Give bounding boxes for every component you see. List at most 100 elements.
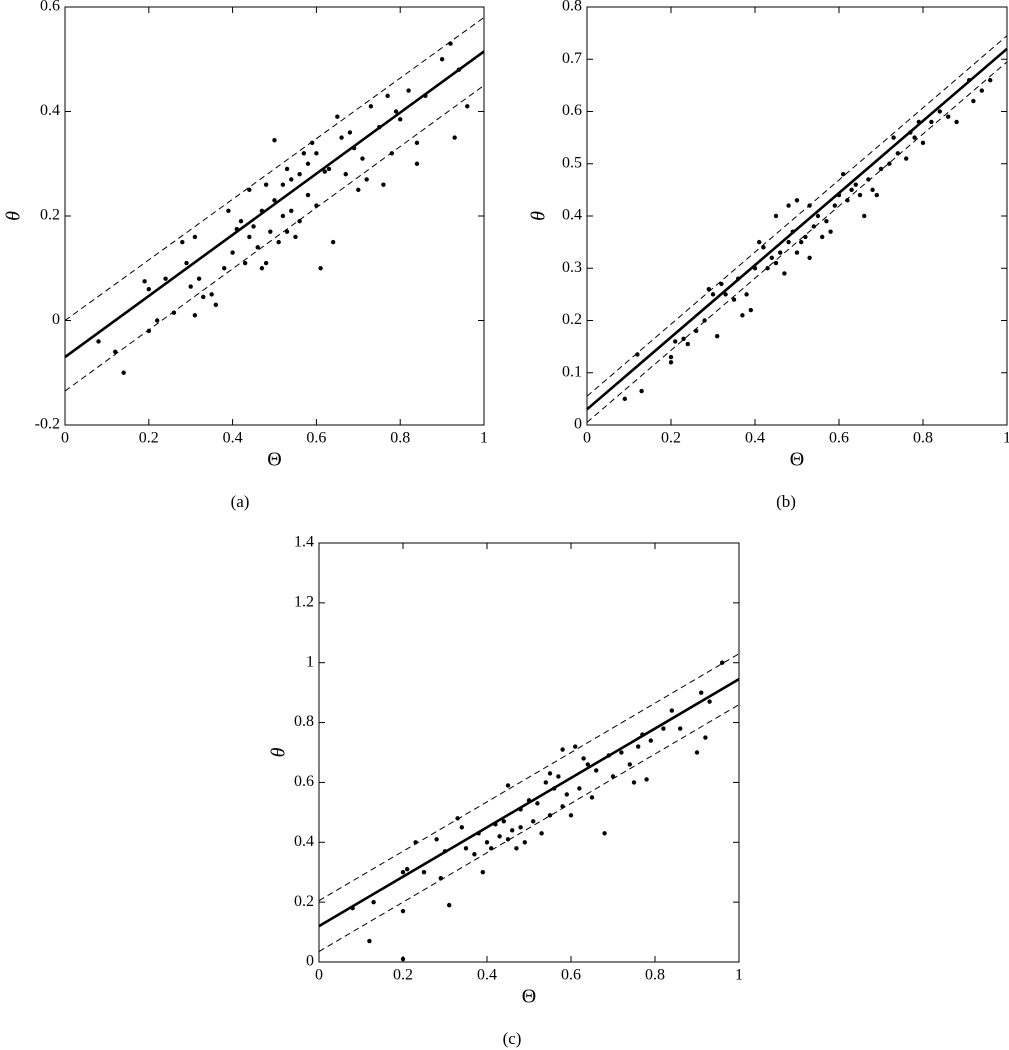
x-tick-label: 0.2 [661, 430, 681, 447]
x-tick-label: 0.6 [306, 430, 326, 447]
caption: (a) [231, 492, 250, 511]
data-point [824, 219, 829, 224]
data-point [297, 219, 302, 224]
data-point [648, 738, 653, 743]
data-point [242, 260, 248, 266]
data-point [731, 297, 737, 302]
data-point [510, 828, 515, 833]
x-tick-label: 0.6 [561, 967, 581, 984]
data-point [853, 182, 858, 187]
data-point [849, 187, 854, 193]
data-point [201, 294, 206, 300]
data-point [699, 690, 704, 695]
bound-line [318, 653, 740, 902]
data-point [589, 795, 595, 800]
plot-frame [318, 542, 740, 963]
data-point [406, 88, 411, 93]
data-point [539, 831, 544, 836]
data-point [715, 333, 720, 339]
data-point [841, 172, 846, 177]
data-point [815, 213, 821, 219]
data-point [807, 255, 812, 260]
x-tick-label: 0.4 [223, 430, 243, 447]
data-point [171, 310, 177, 315]
y-axis-label: θ [268, 747, 290, 757]
data-point [360, 156, 365, 161]
data-point [209, 292, 214, 297]
data-point [400, 956, 406, 962]
data-point [180, 239, 185, 245]
data-point [685, 341, 690, 347]
data-point [439, 57, 445, 62]
data-point [146, 286, 151, 292]
x-tick-label: 0.8 [390, 430, 410, 447]
data-point [368, 104, 374, 109]
data-point [289, 208, 294, 213]
data-point [631, 780, 637, 785]
bound-line [586, 35, 1008, 397]
data-point [276, 239, 281, 245]
caption: (c) [503, 1029, 522, 1048]
data-point [547, 771, 553, 776]
data-point [799, 239, 804, 245]
x-tick-label: 0 [315, 967, 323, 984]
data-point [773, 260, 779, 266]
data-point [778, 250, 783, 255]
y-tick-label: 0.4 [40, 102, 60, 119]
plot-frame [586, 6, 1008, 426]
data-point [318, 266, 323, 271]
data-point [971, 98, 976, 104]
data-point [891, 135, 896, 140]
y-tick-label: 0.4 [562, 207, 582, 224]
data-point [96, 339, 101, 344]
data-point [782, 271, 787, 276]
data-point [929, 119, 934, 125]
data-point [514, 846, 519, 851]
data-point [400, 908, 406, 914]
data-point [786, 203, 791, 208]
y-tick-label: 0.6 [562, 102, 582, 119]
data-point [364, 177, 369, 182]
data-point [301, 151, 307, 156]
data-point [293, 234, 298, 240]
bound-line [586, 61, 1008, 423]
data-point [748, 307, 753, 313]
data-point [622, 396, 627, 402]
data-point [184, 260, 189, 266]
data-point [284, 166, 290, 172]
data-point [757, 239, 762, 245]
x-tick-label: 0.4 [477, 967, 497, 984]
data-point [937, 109, 942, 114]
data-point [794, 250, 800, 255]
data-point [339, 135, 344, 140]
data-point [247, 234, 252, 240]
data-point [619, 750, 624, 755]
data-point [773, 213, 779, 219]
x-axis-label: Θ [790, 449, 804, 471]
data-point [121, 370, 126, 375]
data-point [268, 229, 273, 234]
data-point [765, 266, 770, 271]
data-point [297, 172, 302, 177]
x-tick-label: 0.4 [745, 430, 765, 447]
data-point [196, 276, 202, 281]
x-axis-label: Θ [267, 449, 281, 471]
data-point [414, 140, 420, 146]
data-point [518, 825, 523, 830]
data-point [272, 198, 277, 203]
data-point [452, 135, 457, 140]
data-point [581, 756, 586, 761]
data-point [310, 140, 315, 146]
data-point [870, 187, 875, 193]
data-point [832, 203, 837, 208]
data-point [222, 266, 227, 271]
data-point [946, 114, 951, 119]
data-point [289, 177, 294, 182]
fit-line [64, 50, 485, 359]
data-point [255, 245, 260, 250]
data-point [326, 166, 332, 172]
data-point [259, 266, 265, 271]
data-point [912, 135, 917, 140]
data-point [480, 870, 485, 875]
y-axis-label: θ [3, 211, 25, 221]
